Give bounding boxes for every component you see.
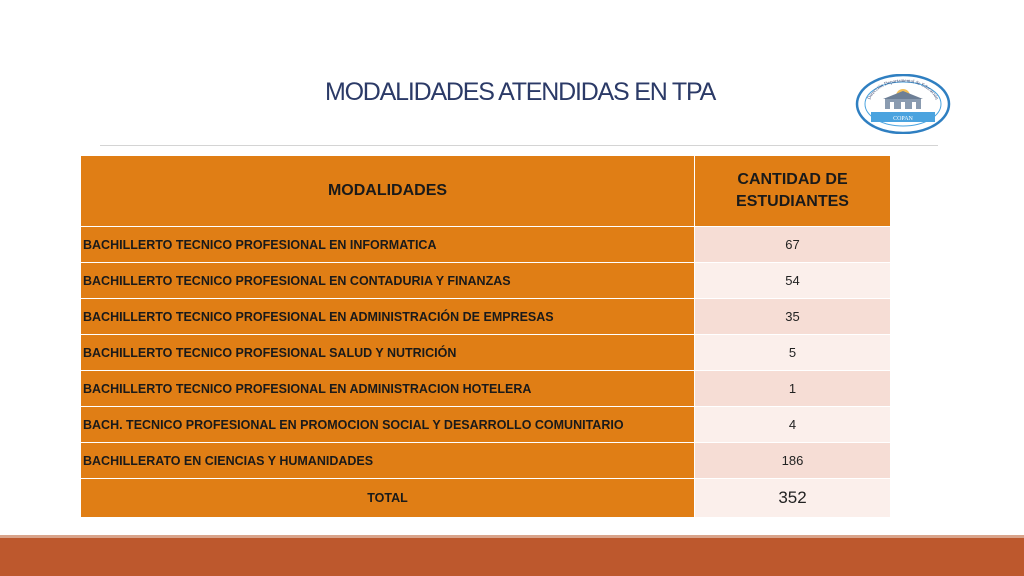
footer-band <box>0 538 1024 576</box>
table-row: BACHILLERTO TECNICO PROFESIONAL SALUD Y … <box>80 334 891 371</box>
table-total-row: TOTAL 352 <box>80 478 891 518</box>
table-row: BACHILLERTO TECNICO PROFESIONAL EN CONTA… <box>80 262 891 299</box>
table-row: BACHILLERTO TECNICO PROFESIONAL EN ADMIN… <box>80 370 891 407</box>
table-header-row: MODALIDADES CANTIDAD DE ESTUDIANTES <box>80 155 891 227</box>
row-cantidad: 67 <box>694 226 891 263</box>
header-modalidades: MODALIDADES <box>80 155 695 227</box>
total-value: 352 <box>694 478 891 518</box>
row-modalidad: BACHILLERTO TECNICO PROFESIONAL EN ADMIN… <box>80 298 695 335</box>
header-cantidad: CANTIDAD DE ESTUDIANTES <box>694 155 891 227</box>
row-modalidad: BACH. TECNICO PROFESIONAL EN PROMOCION S… <box>80 406 695 443</box>
title-divider <box>100 145 938 146</box>
row-cantidad: 186 <box>694 442 891 479</box>
modalidades-table: MODALIDADES CANTIDAD DE ESTUDIANTES BACH… <box>80 155 891 518</box>
row-cantidad: 5 <box>694 334 891 371</box>
logo-bottom-text: COPAN <box>893 116 913 122</box>
row-cantidad: 35 <box>694 298 891 335</box>
row-modalidad: BACHILLERTO TECNICO PROFESIONAL EN INFOR… <box>80 226 695 263</box>
institution-logo: Dirección Departamental de Educación COP… <box>855 74 951 134</box>
row-modalidad: BACHILLERATO EN CIENCIAS Y HUMANIDADES <box>80 442 695 479</box>
row-cantidad: 54 <box>694 262 891 299</box>
row-modalidad: BACHILLERTO TECNICO PROFESIONAL EN ADMIN… <box>80 370 695 407</box>
table-row: BACH. TECNICO PROFESIONAL EN PROMOCION S… <box>80 406 891 443</box>
row-modalidad: BACHILLERTO TECNICO PROFESIONAL EN CONTA… <box>80 262 695 299</box>
row-cantidad: 1 <box>694 370 891 407</box>
slide-title: MODALIDADES ATENDIDAS EN TPA <box>324 78 716 106</box>
row-cantidad: 4 <box>694 406 891 443</box>
table-row: BACHILLERATO EN CIENCIAS Y HUMANIDADES 1… <box>80 442 891 479</box>
table-row: BACHILLERTO TECNICO PROFESIONAL EN ADMIN… <box>80 298 891 335</box>
table-row: BACHILLERTO TECNICO PROFESIONAL EN INFOR… <box>80 226 891 263</box>
total-label: TOTAL <box>80 478 695 518</box>
row-modalidad: BACHILLERTO TECNICO PROFESIONAL SALUD Y … <box>80 334 695 371</box>
footer-accent-line <box>0 535 1024 538</box>
